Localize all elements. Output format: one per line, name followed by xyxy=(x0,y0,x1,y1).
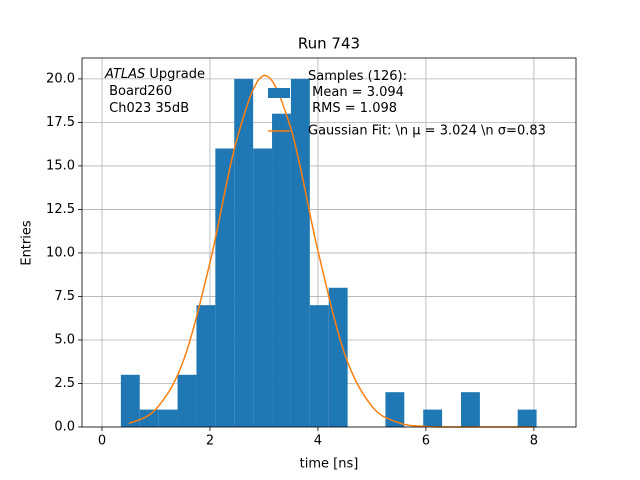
x-tick-label: 6 xyxy=(422,434,430,449)
x-tick-label: 0 xyxy=(98,434,106,449)
annotation-line: Ch023 35dB xyxy=(105,101,189,116)
annotation: ATLAS Upgrade Board260 Ch023 35dB xyxy=(104,67,205,116)
annotation-emphasis: ATLAS xyxy=(104,67,145,82)
axes-frame xyxy=(81,57,577,428)
histogram-bar xyxy=(328,287,348,427)
y-tick-label: 12.5 xyxy=(46,202,75,217)
histogram-bar xyxy=(253,148,273,427)
histogram-bar xyxy=(234,78,254,428)
histogram-bar xyxy=(139,409,159,427)
y-tick-label: 15.0 xyxy=(46,158,75,173)
y-tick-label: 7.5 xyxy=(54,289,75,304)
legend-label-line: Samples (126): xyxy=(308,69,407,84)
y-tick-label: 5.0 xyxy=(54,332,75,347)
histogram-bar xyxy=(423,409,443,427)
histogram-bar xyxy=(196,305,216,427)
y-tick-label: 2.5 xyxy=(54,376,75,391)
y-axis-label: Entries xyxy=(20,220,35,266)
annotation-line: Upgrade xyxy=(145,67,205,82)
y-tick-label: 0.0 xyxy=(54,420,75,435)
y-tick-label: 10.0 xyxy=(46,245,75,260)
histogram-bar xyxy=(120,374,140,427)
x-tick-label: 8 xyxy=(530,434,538,449)
legend-label: Samples (126): Mean = 3.094 RMS = 1.098 xyxy=(308,69,407,116)
y-tick-label: 17.5 xyxy=(46,115,75,130)
histogram-bar xyxy=(290,78,310,428)
annotation-line: Board260 xyxy=(105,84,172,99)
x-tick-label: 4 xyxy=(314,434,322,449)
legend-label-line: RMS = 1.098 xyxy=(308,101,397,116)
x-axis-label: time [ns] xyxy=(300,457,359,472)
legend-label: Gaussian Fit: \n μ = 3.024 \n σ=0.83 xyxy=(308,124,546,139)
histogram-bar xyxy=(461,392,480,427)
histogram-bar xyxy=(517,409,537,427)
histogram-bar xyxy=(158,409,178,427)
x-tick-label: 2 xyxy=(206,434,214,449)
legend-swatch xyxy=(268,88,290,98)
histogram-bar xyxy=(385,392,405,427)
y-tick-label: 20.0 xyxy=(46,71,75,86)
chart-title: Run 743 xyxy=(298,35,360,53)
histogram-bar xyxy=(177,374,197,427)
histogram-bar xyxy=(309,305,329,427)
histogram-bar xyxy=(272,113,291,427)
legend-label-line: Mean = 3.094 xyxy=(308,85,404,100)
